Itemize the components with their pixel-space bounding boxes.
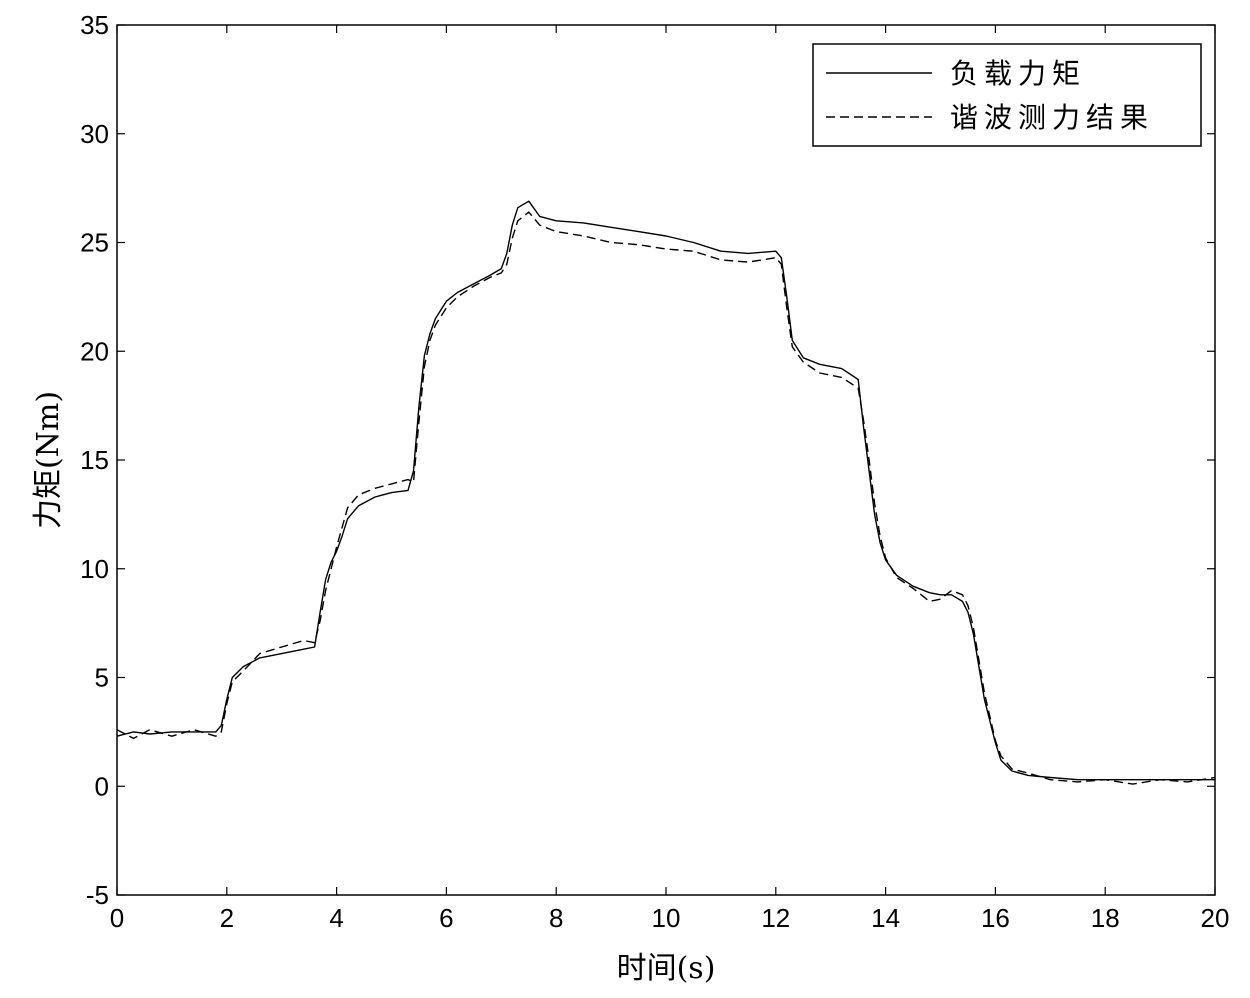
x-tick-label: 10 <box>652 903 681 933</box>
y-tick-label: 10 <box>80 554 109 584</box>
y-tick-label: 30 <box>80 119 109 149</box>
legend: 负载力矩 谐波测力结果 <box>812 43 1202 147</box>
x-tick-label: 20 <box>1201 903 1230 933</box>
legend-box <box>812 43 1202 147</box>
plot-area <box>116 24 1216 896</box>
y-tick-label: 0 <box>95 771 109 801</box>
x-tick-label: 2 <box>220 903 234 933</box>
y-tick-label: 15 <box>80 445 109 475</box>
x-tick-label: 14 <box>871 903 900 933</box>
legend-label-1: 谐波测力结果 <box>950 101 1154 134</box>
series-line-harmonic-measurement <box>116 211 1216 785</box>
x-tick-label: 18 <box>1091 903 1120 933</box>
series-layer <box>116 200 1216 785</box>
y-axis-label: 力矩(Nm) <box>31 391 66 529</box>
x-tick-label: 12 <box>761 903 790 933</box>
x-tick-label: 4 <box>329 903 343 933</box>
x-axis-label: 时间(s) <box>617 951 716 986</box>
y-tick-label: 5 <box>95 663 109 693</box>
y-tick-label: 25 <box>80 228 109 258</box>
y-tick-label: 20 <box>80 336 109 366</box>
x-tick-label: 6 <box>439 903 453 933</box>
y-tick-label: -5 <box>86 880 109 910</box>
legend-label-0: 负载力矩 <box>950 57 1086 90</box>
x-tick-label: 16 <box>981 903 1010 933</box>
x-tick-label: 8 <box>549 903 563 933</box>
x-tick-label: 0 <box>110 903 124 933</box>
y-tick-label: 35 <box>80 10 109 40</box>
